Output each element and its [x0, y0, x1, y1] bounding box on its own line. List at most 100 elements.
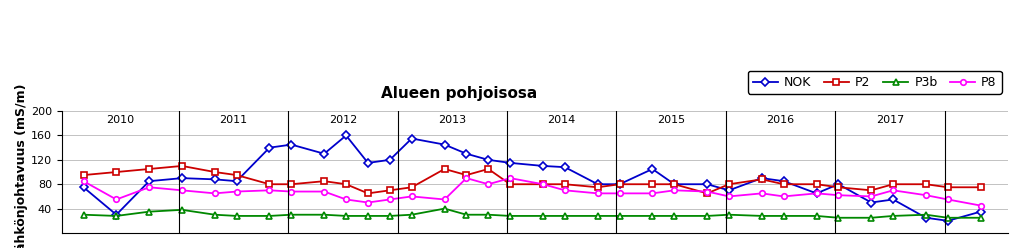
P2: [668, 183, 680, 186]
P2: [887, 183, 899, 186]
Text: 2013: 2013: [438, 115, 466, 125]
NOK: [756, 177, 768, 180]
NOK: [209, 178, 221, 181]
P2: [263, 183, 275, 186]
NOK: [942, 219, 954, 222]
P8: [537, 183, 549, 186]
P2: [701, 192, 713, 195]
NOK: [78, 186, 90, 189]
P2: [942, 186, 954, 189]
NOK: [460, 152, 473, 155]
P2: [810, 183, 822, 186]
P8: [833, 194, 845, 197]
P8: [384, 198, 396, 201]
Line: P2: P2: [81, 163, 983, 196]
Text: 2016: 2016: [766, 115, 795, 125]
P3b: [340, 215, 352, 217]
P8: [439, 198, 451, 201]
P8: [777, 195, 790, 198]
P8: [975, 204, 987, 207]
P8: [810, 192, 822, 195]
P2: [504, 183, 517, 186]
P2: [920, 183, 932, 186]
P3b: [384, 215, 396, 217]
P2: [176, 164, 188, 167]
P8: [318, 190, 330, 193]
P8: [263, 189, 275, 192]
P2: [777, 183, 790, 186]
P2: [439, 167, 451, 170]
Text: Alueen pohjoisosa: Alueen pohjoisosa: [381, 86, 537, 101]
P3b: [504, 215, 517, 217]
NOK: [176, 177, 188, 180]
NOK: [723, 189, 736, 192]
P8: [942, 198, 954, 201]
P2: [647, 183, 659, 186]
P3b: [647, 215, 659, 217]
NOK: [887, 198, 899, 201]
Legend: NOK, P2, P3b, P8: NOK, P2, P3b, P8: [748, 71, 1002, 94]
P2: [756, 178, 768, 181]
NOK: [230, 180, 242, 183]
P3b: [887, 215, 899, 217]
NOK: [439, 143, 451, 146]
P8: [460, 177, 473, 180]
Line: P8: P8: [81, 175, 983, 208]
NOK: [362, 161, 374, 164]
P2: [285, 183, 298, 186]
P2: [384, 189, 396, 192]
P2: [230, 174, 242, 177]
P8: [668, 189, 680, 192]
P2: [340, 183, 352, 186]
NOK: [340, 134, 352, 137]
P3b: [230, 215, 242, 217]
Text: 2011: 2011: [219, 115, 248, 125]
P2: [405, 186, 417, 189]
Line: P3b: P3b: [81, 206, 983, 220]
P8: [362, 201, 374, 204]
P2: [975, 186, 987, 189]
P2: [110, 171, 123, 174]
NOK: [143, 180, 155, 183]
NOK: [537, 164, 549, 167]
P3b: [942, 216, 954, 219]
P2: [614, 183, 626, 186]
P8: [405, 195, 417, 198]
P8: [110, 198, 123, 201]
NOK: [975, 210, 987, 213]
NOK: [482, 158, 494, 161]
P8: [614, 192, 626, 195]
P3b: [756, 215, 768, 217]
NOK: [865, 201, 878, 204]
P3b: [405, 213, 417, 216]
P3b: [439, 207, 451, 210]
P2: [833, 186, 845, 189]
P3b: [176, 208, 188, 211]
Text: 2014: 2014: [547, 115, 576, 125]
Text: 2010: 2010: [106, 115, 134, 125]
P3b: [110, 215, 123, 217]
P8: [723, 195, 736, 198]
P3b: [975, 216, 987, 219]
P3b: [263, 215, 275, 217]
P2: [723, 183, 736, 186]
P3b: [810, 215, 822, 217]
NOK: [405, 137, 417, 140]
P8: [340, 198, 352, 201]
P3b: [668, 215, 680, 217]
NOK: [110, 213, 123, 216]
P2: [559, 183, 571, 186]
NOK: [833, 183, 845, 186]
NOK: [810, 192, 822, 195]
P3b: [591, 215, 604, 217]
Text: 2015: 2015: [657, 115, 685, 125]
P3b: [460, 213, 473, 216]
P3b: [865, 216, 878, 219]
P3b: [614, 215, 626, 217]
P3b: [537, 215, 549, 217]
NOK: [559, 166, 571, 169]
NOK: [614, 183, 626, 186]
NOK: [384, 158, 396, 161]
P3b: [318, 213, 330, 216]
NOK: [647, 167, 659, 170]
